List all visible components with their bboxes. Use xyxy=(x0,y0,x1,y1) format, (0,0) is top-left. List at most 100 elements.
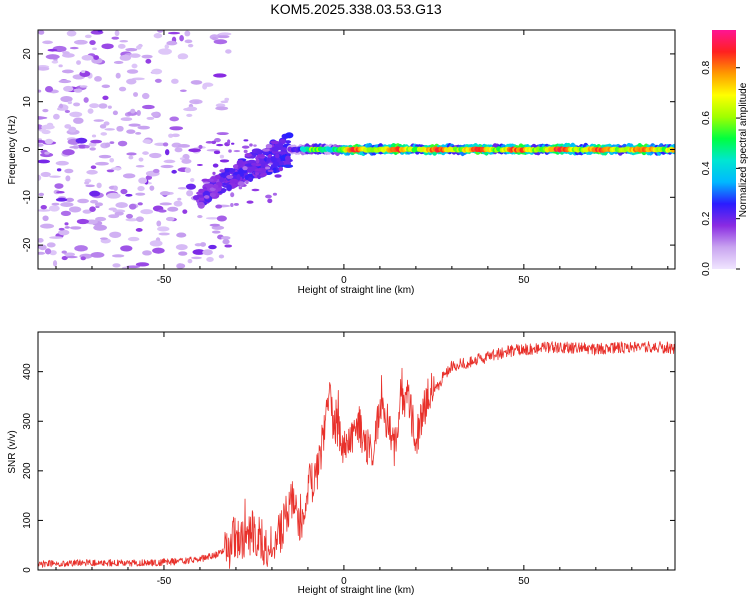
noise-blob xyxy=(79,85,88,88)
noise-blob xyxy=(206,256,214,262)
noise-blob xyxy=(121,266,130,269)
noise-blob xyxy=(45,86,54,93)
snr-ytick-label: 100 xyxy=(22,512,33,529)
chirp-blob xyxy=(192,195,200,201)
chirp-blob xyxy=(265,143,273,149)
chirp-blob xyxy=(268,162,273,165)
noise-blob xyxy=(216,215,227,222)
chirp-blob xyxy=(198,188,205,194)
noise-blob xyxy=(137,202,143,206)
noise-blob xyxy=(177,53,189,60)
noise-blob xyxy=(41,124,55,130)
chirp-blob xyxy=(274,174,282,178)
chirp-blob xyxy=(212,171,216,175)
noise-blob xyxy=(214,138,221,143)
noise-blob xyxy=(77,198,89,204)
noise-blob xyxy=(95,161,109,166)
chirp-blob xyxy=(231,142,235,145)
chirp-blob xyxy=(244,153,252,157)
noise-blob xyxy=(46,242,56,248)
chirp-blob xyxy=(211,140,217,145)
chirp-blob xyxy=(260,162,266,169)
chirp-blob xyxy=(254,168,262,172)
snr-series-line xyxy=(38,341,675,569)
chirp-blob xyxy=(196,163,203,166)
noise-blob xyxy=(106,169,115,173)
chirp-blob xyxy=(230,203,234,207)
snr-ytick-label: 200 xyxy=(22,462,33,479)
noise-blob xyxy=(135,192,146,196)
noise-blob xyxy=(186,113,193,117)
noise-blob xyxy=(142,151,149,155)
noise-blob xyxy=(91,134,97,138)
noise-blob xyxy=(192,249,206,255)
noise-blob xyxy=(208,244,217,250)
noise-blob xyxy=(88,142,97,147)
noise-blob xyxy=(52,260,58,267)
noise-blob xyxy=(101,84,111,89)
noise-blob xyxy=(158,48,172,55)
noise-blob xyxy=(93,224,107,231)
chirp-blob xyxy=(248,176,254,182)
noise-blob xyxy=(128,203,137,210)
noise-blob xyxy=(151,111,159,117)
noise-blob xyxy=(38,89,42,93)
noise-blob xyxy=(64,168,74,174)
noise-blob xyxy=(99,124,107,129)
noise-blob xyxy=(73,39,88,45)
noise-blob xyxy=(111,36,120,40)
noise-blob xyxy=(58,227,65,231)
chirp-blob xyxy=(197,201,205,206)
noise-blob xyxy=(130,108,136,114)
noise-blob xyxy=(62,51,70,55)
noise-blob xyxy=(100,132,108,136)
noise-blob xyxy=(136,45,142,50)
colorbar-label: Normalized spectral amplitude xyxy=(738,82,749,217)
chirp-blob xyxy=(251,162,257,166)
chirp-blob xyxy=(243,139,249,142)
chirp-blob xyxy=(209,192,216,198)
noise-blob xyxy=(173,200,183,207)
chirp-blob xyxy=(249,143,253,147)
chirp-blob xyxy=(274,153,280,159)
noise-blob xyxy=(67,100,73,105)
noise-blob xyxy=(69,46,79,50)
noise-blob xyxy=(104,128,115,131)
noise-blob xyxy=(136,109,141,117)
chirp-blob xyxy=(227,139,231,145)
chirp-blob xyxy=(201,178,210,183)
chirp-blob xyxy=(237,181,245,187)
noise-blob xyxy=(48,205,60,212)
snr-xtick-label: -50 xyxy=(157,576,172,587)
chirp-blob xyxy=(271,146,280,152)
noise-blob xyxy=(218,32,232,36)
noise-blob xyxy=(169,126,184,131)
chirp-blob xyxy=(228,149,232,153)
chirp-blob xyxy=(209,187,216,192)
noise-blob xyxy=(171,169,177,174)
chirp-blob xyxy=(203,195,210,199)
chirp-blob xyxy=(267,169,274,173)
noise-blob xyxy=(174,147,183,153)
noise-blob xyxy=(125,218,139,222)
noise-blob xyxy=(73,102,81,107)
noise-blob xyxy=(98,154,112,159)
noise-blob xyxy=(90,251,105,258)
noise-blob xyxy=(73,88,83,92)
chirp-blob xyxy=(270,141,279,145)
noise-blob xyxy=(38,244,47,251)
spectrogram-ytick-label: -20 xyxy=(22,237,33,252)
noise-blob xyxy=(47,48,58,52)
noise-blob xyxy=(140,209,154,215)
noise-blob xyxy=(218,254,225,259)
noise-blob xyxy=(38,238,44,243)
chirp-blob xyxy=(221,188,226,194)
noise-blob xyxy=(131,63,138,69)
chirp-blob xyxy=(258,154,265,158)
noise-blob xyxy=(64,226,70,229)
chirp-blob xyxy=(251,188,260,192)
noise-blob xyxy=(59,103,64,109)
noise-blob xyxy=(177,144,191,148)
noise-blob xyxy=(183,107,197,112)
noise-blob xyxy=(190,178,195,183)
